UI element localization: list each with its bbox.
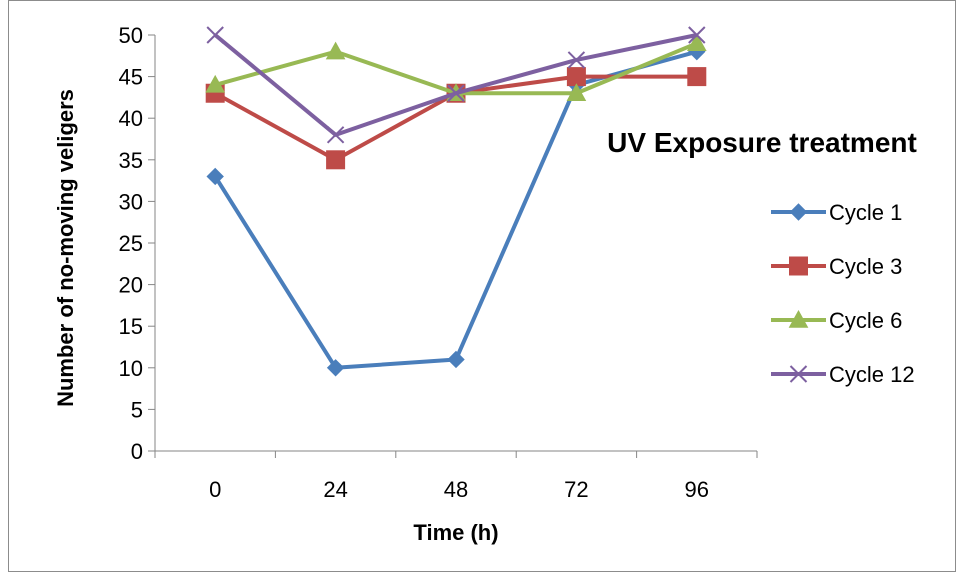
y-tick-label: 40: [119, 106, 143, 131]
y-tick-label: 20: [119, 273, 143, 298]
legend-label: Cycle 12: [829, 362, 915, 387]
legend-marker: [788, 309, 809, 328]
series-cycle-12: [206, 26, 706, 144]
data-point-cycle-3: [566, 67, 586, 87]
data-point-cycle-1: [326, 359, 345, 377]
data-point-cycle-3: [687, 67, 707, 87]
x-tick-label: 48: [444, 477, 468, 502]
y-axis-title: Number of no-moving veligers: [53, 89, 78, 407]
y-tick-label: 0: [131, 439, 143, 464]
y-tick-label: 35: [119, 148, 143, 173]
legend: Cycle 1 Cycle 3 Cycle 6 Cycle 12: [771, 200, 915, 387]
data-point-cycle-1: [206, 167, 224, 186]
y-tick-label: 45: [119, 65, 143, 90]
y-axis-ticks: 0 5 10 15 20 25 30 35 40 45 50: [119, 23, 155, 464]
x-axis-ticks: 0 24 48 72 96: [154, 451, 758, 502]
y-tick-label: 30: [119, 189, 143, 214]
data-point-cycle-12: [688, 26, 706, 44]
legend-item-cycle-6: Cycle 6: [771, 308, 902, 333]
data-point-cycle-12: [326, 126, 345, 144]
legend-item-cycle-3: Cycle 3: [771, 254, 902, 279]
x-tick-label: 96: [685, 477, 709, 502]
legend-item-cycle-1: Cycle 1: [771, 200, 902, 225]
y-tick-label: 15: [119, 314, 143, 339]
legend-marker: [789, 203, 808, 221]
data-point-cycle-6: [205, 74, 226, 93]
legend-marker: [789, 365, 808, 383]
y-tick-label: 5: [131, 397, 143, 422]
data-point-cycle-12: [447, 84, 465, 102]
x-axis-title: Time (h): [413, 520, 498, 545]
data-point-cycle-6: [325, 41, 346, 60]
series-cycle-1: [206, 42, 706, 377]
legend-item-cycle-12: Cycle 12: [771, 362, 915, 387]
data-point-cycle-12: [206, 26, 224, 44]
x-tick-label: 72: [564, 477, 588, 502]
data-point-cycle-1: [447, 350, 465, 369]
y-tick-label: 25: [119, 231, 143, 256]
series-layer: [205, 26, 707, 377]
legend-label: Cycle 3: [829, 254, 902, 279]
data-point-cycle-12: [567, 51, 586, 69]
data-point-cycle-6: [686, 33, 707, 52]
x-tick-label: 24: [323, 477, 347, 502]
data-point-cycle-6: [566, 83, 587, 101]
legend-label: Cycle 6: [829, 308, 902, 333]
y-tick-label: 10: [119, 356, 143, 381]
x-tick-label: 0: [209, 477, 221, 502]
data-point-cycle-3: [326, 150, 346, 170]
legend-label: Cycle 1: [829, 200, 902, 225]
chart-frame: [8, 0, 956, 572]
y-tick-label: 50: [119, 23, 143, 48]
legend-title: UV Exposure treatment: [607, 127, 917, 158]
legend-marker: [789, 256, 808, 276]
